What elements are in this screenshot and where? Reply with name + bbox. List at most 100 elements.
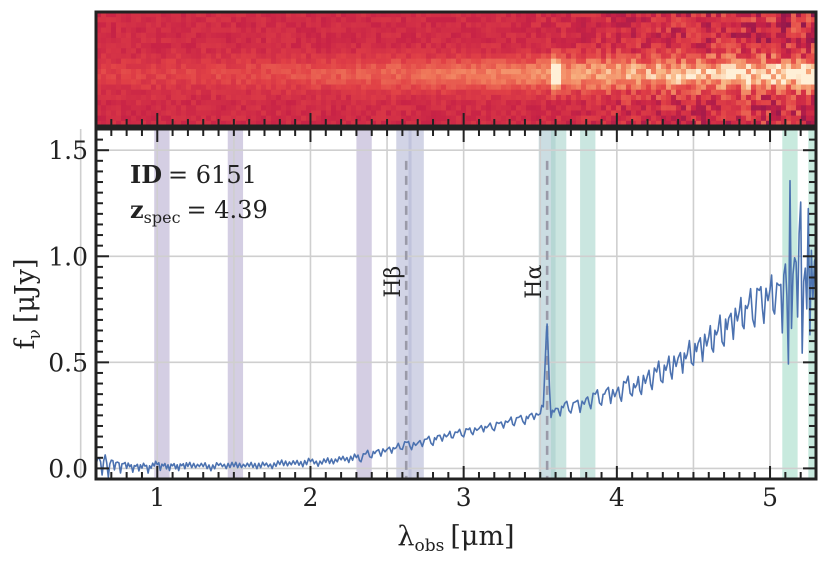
spectrum-2d-pixel <box>426 22 432 29</box>
spectrum-2d-pixel <box>566 94 572 101</box>
spectrum-2d-pixel <box>201 105 207 112</box>
spectrum-2d-pixel <box>261 12 267 18</box>
spectrum-2d-pixel <box>116 48 122 55</box>
spectrum-2d-pixel <box>291 63 297 70</box>
spectrum-2d-pixel <box>546 120 552 126</box>
spectrum-2d-pixel <box>466 89 472 96</box>
spectrum-2d-pixel <box>236 22 242 29</box>
spectrum-2d-pixel <box>626 120 632 126</box>
spectrum-2d-pixel <box>626 12 632 18</box>
spectrum-2d-pixel <box>476 37 482 44</box>
spectrum-2d-pixel <box>191 43 197 49</box>
spectrum-2d-pixel <box>101 120 107 126</box>
spectrum-2d-pixel <box>541 43 547 49</box>
spectrum-2d-pixel <box>721 94 727 101</box>
spectrum-2d-pixel <box>566 115 572 122</box>
spectrum-2d-pixel <box>446 48 452 55</box>
spectrum-2d-pixel <box>671 32 677 39</box>
spectrum-2d-pixel <box>491 63 497 70</box>
spectrum-2d-pixel <box>511 94 517 101</box>
spectrum-2d-pixel <box>696 37 702 44</box>
spectrum-2d-pixel <box>121 12 127 18</box>
spectrum-2d-pixel <box>681 69 687 75</box>
spectrum-2d-pixel <box>806 17 812 23</box>
spectrum-2d-pixel <box>621 84 627 91</box>
spectrum-2d-pixel <box>556 53 562 60</box>
spectrum-2d-pixel <box>671 27 677 34</box>
spectrum-2d-pixel <box>516 63 522 70</box>
spectrum-2d-pixel <box>801 48 807 55</box>
spectrum-2d-pixel <box>286 48 292 55</box>
spectrum-2d-pixel <box>731 27 737 34</box>
spectrum-2d-pixel <box>606 43 612 49</box>
x-label-unit: [μm] <box>450 521 514 552</box>
spectrum-2d-pixel <box>731 53 737 60</box>
spectrum-2d-pixel <box>331 120 337 126</box>
spectrum-2d-pixel <box>496 32 502 39</box>
spectrum-2d-pixel <box>676 32 682 39</box>
spectrum-2d-pixel <box>666 100 672 106</box>
spectrum-2d-pixel <box>696 110 702 117</box>
spectrum-2d-pixel <box>291 84 297 91</box>
spectrum-2d-pixel <box>341 12 347 18</box>
spectrum-2d-pixel <box>456 115 462 122</box>
spectrum-2d-pixel <box>536 100 542 106</box>
spectrum-2d-pixel <box>381 63 387 70</box>
spectrum-2d-pixel <box>121 115 127 122</box>
spectrum-2d-pixel <box>136 63 142 70</box>
spectrum-2d-pixel <box>401 110 407 117</box>
spectrum-2d-pixel <box>261 84 267 91</box>
spectrum-2d-pixel <box>666 105 672 112</box>
spectrum-2d-pixel <box>551 94 557 101</box>
spectrum-2d-pixel <box>131 17 137 23</box>
spectrum-2d-pixel <box>111 32 117 39</box>
spectrum-2d-pixel <box>806 48 812 55</box>
spectrum-2d-pixel <box>746 94 752 101</box>
x-tick-label-2: 3 <box>456 483 472 512</box>
spectrum-2d-pixel <box>681 120 687 126</box>
spectrum-2d-pixel <box>276 115 282 122</box>
spectrum-2d-pixel <box>156 53 162 60</box>
spectrum-2d-pixel <box>221 12 227 18</box>
spectrum-2d-pixel <box>301 115 307 122</box>
spectrum-2d-pixel <box>251 115 257 122</box>
spectrum-2d-pixel <box>331 84 337 91</box>
spectrum-2d-pixel <box>491 69 497 75</box>
spectrum-2d-pixel <box>351 37 357 44</box>
spectrum-2d-pixel <box>96 22 102 29</box>
spectrum-2d-pixel <box>371 89 377 96</box>
spectrum-2d-pixel <box>241 89 247 96</box>
spectrum-2d-pixel <box>726 110 732 117</box>
spectrum-2d-pixel <box>336 17 342 23</box>
spectrum-2d-pixel <box>476 48 482 55</box>
spectrum-2d-pixel <box>631 110 637 117</box>
spectrum-2d-pixel <box>166 84 172 91</box>
spectrum-2d-pixel <box>711 22 717 29</box>
spectrum-2d-pixel <box>281 32 287 39</box>
spectrum-2d-pixel <box>751 22 757 29</box>
spectrum-2d-pixel <box>656 120 662 126</box>
spectrum-2d-pixel <box>776 12 782 18</box>
spectrum-2d-pixel <box>781 89 787 96</box>
spectrum-2d-pixel <box>756 79 762 86</box>
spectrum-2d-pixel <box>106 63 112 70</box>
spectrum-2d-pixel <box>481 79 487 86</box>
spectrum-2d-pixel <box>221 53 227 60</box>
spectrum-2d-pixel <box>711 120 717 126</box>
spectrum-2d-pixel <box>311 17 317 23</box>
spectrum-2d-pixel <box>181 89 187 96</box>
spectrum-2d-pixel <box>746 27 752 34</box>
spectrum-2d-pixel <box>186 53 192 60</box>
spectrum-2d-pixel <box>306 74 312 80</box>
spectrum-2d-pixel <box>651 22 657 29</box>
spectrum-2d-pixel <box>556 89 562 96</box>
spectrum-2d-pixel <box>161 22 167 29</box>
spectrum-2d-pixel <box>431 22 437 29</box>
spectrum-2d-pixel <box>746 22 752 29</box>
spectrum-2d-pixel <box>161 63 167 70</box>
spectrum-2d-pixel <box>566 12 572 18</box>
spectrum-2d-pixel <box>646 84 652 91</box>
spectrum-2d-pixel <box>306 48 312 55</box>
spectrum-2d-pixel <box>621 115 627 122</box>
spectrum-2d-pixel <box>376 17 382 23</box>
